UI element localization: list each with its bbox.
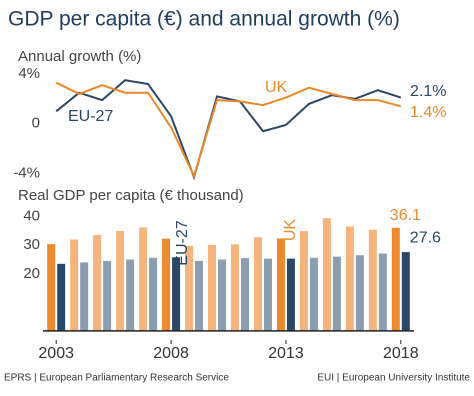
bar [345,226,354,331]
x-tick-label: 2013 [268,345,304,362]
bar [116,230,125,331]
footer-right: EUI | European University Institute [317,373,470,384]
bar [218,259,227,331]
bar [172,257,181,331]
x-tick-label: 2018 [383,345,419,362]
series-label: UK [282,219,299,242]
bar [240,258,249,331]
bar [47,244,56,331]
bar [276,238,285,331]
page-title: GDP per capita (€) and annual growth (%) [8,8,400,31]
bar [299,230,308,331]
bar [126,259,135,331]
footer-left: EPRS | European Parliamentary Research S… [4,373,229,384]
bar [162,238,171,331]
line [55,79,402,181]
bar [263,258,272,331]
bar [208,244,217,331]
y-tick-label: -4% [13,164,40,181]
bar [378,253,387,331]
bar [70,239,79,331]
y-tick-label: 4% [18,65,40,82]
series-label: EU-27 [68,108,113,125]
bar [391,227,400,331]
y-tick-label: 0 [32,115,40,132]
bar [368,229,377,331]
line [55,81,402,179]
y-tick-label: 40 [23,208,40,225]
data-label: 27.6 [410,229,441,246]
bar [80,262,89,331]
bar [309,257,318,331]
bar [93,234,102,331]
bar [57,263,66,331]
bar [149,257,158,331]
bar [401,252,410,331]
chart-title: Real GDP per capita (€ thousand) [18,187,244,204]
data-label: 2.1% [410,83,446,100]
bar [195,260,204,331]
bar [286,258,295,331]
bar [253,237,262,331]
bar [139,227,148,331]
bar [322,218,331,331]
x-tick-label: 2003 [38,345,74,362]
bar [185,245,194,331]
data-label: 1.4% [410,104,446,121]
series-label: UK [265,79,288,96]
bar [103,260,112,331]
chart-title: Annual growth (%) [18,48,141,65]
y-tick-label: 30 [23,236,40,253]
bar [355,255,364,331]
bar [230,244,239,331]
x-tick-label: 2008 [153,345,189,362]
series-label: EU-27 [174,220,191,265]
data-label: 36.1 [390,207,421,224]
y-tick-label: 20 [23,265,40,282]
bar [332,256,341,331]
